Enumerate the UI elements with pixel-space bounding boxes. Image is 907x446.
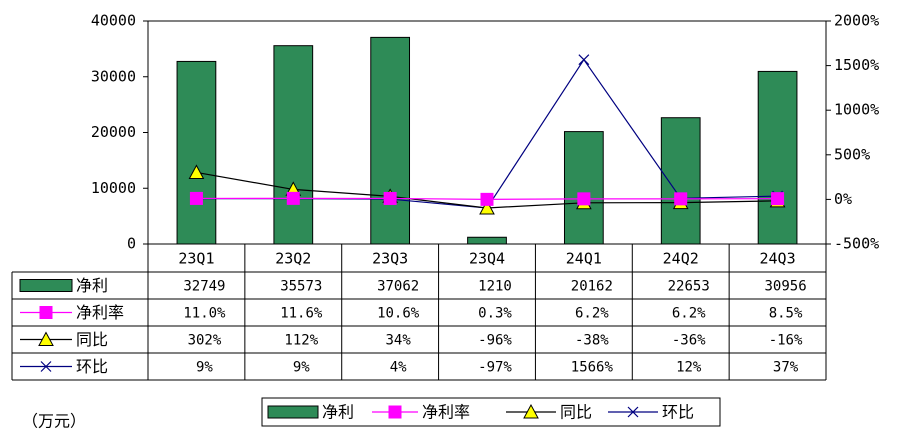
table-cell: -96%	[478, 333, 512, 349]
table-cell: 4%	[390, 360, 407, 376]
table-cell: 1210	[478, 279, 512, 295]
legend-key-marker-环比	[627, 406, 639, 418]
table-key-marker-环比	[40, 361, 52, 372]
legend-key-marker-同比	[523, 403, 539, 419]
bar-23Q4	[467, 236, 507, 245]
bar-23Q1	[176, 60, 217, 245]
table-key-净利	[19, 279, 73, 292]
table-cell: -16%	[769, 333, 803, 349]
right-tick-label: 1000%	[834, 101, 879, 119]
table-cell: 0.3%	[478, 306, 512, 322]
legend-label-净利: 净利	[322, 403, 354, 422]
table-cell: 1566%	[571, 360, 614, 376]
right-tick-label: 500%	[834, 145, 870, 163]
table-row-label-同比: 同比	[76, 330, 108, 349]
table-cell: 9%	[293, 360, 310, 376]
category-label: 23Q4	[469, 250, 505, 268]
category-label: 23Q1	[178, 250, 214, 268]
point-净利率-24Q3	[771, 192, 785, 206]
table-cell: 302%	[188, 333, 222, 349]
left-tick-label: 0	[127, 235, 136, 253]
category-label: 24Q2	[663, 250, 699, 268]
table-cell: 112%	[284, 333, 318, 349]
unit-label: （万元）	[22, 412, 86, 431]
point-环比-24Q1	[578, 54, 590, 66]
left-tick-label: 30000	[91, 67, 136, 85]
table-cell: 37062	[377, 279, 419, 295]
table-cell: 32749	[183, 279, 225, 295]
table-cell: 12%	[676, 360, 702, 376]
table-cell: 6.2%	[672, 306, 706, 322]
point-净利率-24Q2	[674, 192, 688, 206]
category-label: 24Q1	[566, 250, 602, 268]
legend-label-环比: 环比	[662, 403, 694, 422]
table-cell: -36%	[672, 333, 706, 349]
table-cell: 34%	[385, 333, 411, 349]
point-净利率-23Q3	[383, 191, 397, 205]
point-净利率-24Q1	[577, 192, 591, 206]
point-同比-23Q1	[188, 164, 205, 179]
bar-24Q1	[563, 131, 604, 245]
table-key-marker-同比	[38, 331, 54, 346]
table-cell: 35573	[280, 279, 322, 295]
left-tick-label: 20000	[91, 123, 136, 141]
right-tick-label: 0%	[834, 190, 852, 208]
bar-24Q2	[660, 117, 701, 245]
table-cell: 22653	[668, 279, 710, 295]
legend-label-同比: 同比	[560, 403, 592, 422]
table-row-label-净利率: 净利率	[76, 303, 124, 322]
category-label: 23Q3	[372, 250, 408, 268]
bar-23Q3	[370, 36, 411, 245]
legend-label-净利率: 净利率	[422, 403, 470, 422]
table-key-marker-净利率	[39, 306, 53, 319]
table-cell: 8.5%	[769, 306, 803, 322]
table-cell: -38%	[575, 333, 609, 349]
point-净利率-23Q4	[480, 192, 494, 206]
table-cell: 30956	[764, 279, 806, 295]
category-label: 23Q2	[275, 250, 311, 268]
left-tick-label: 40000	[91, 12, 136, 30]
table-cell: 10.6%	[377, 306, 420, 322]
right-tick-label: -500%	[834, 235, 879, 253]
table-cell: 11.6%	[280, 306, 323, 322]
category-label: 24Q3	[760, 250, 796, 268]
table-cell: 6.2%	[575, 306, 609, 322]
table-cell: 37%	[773, 360, 799, 376]
right-tick-label: 1500%	[834, 56, 879, 74]
point-同比-23Q4	[479, 199, 495, 215]
left-tick-label: 10000	[91, 179, 136, 197]
right-tick-label: 2000%	[834, 12, 879, 30]
table-cell: 9%	[196, 360, 213, 376]
table-row-label-净利: 净利	[76, 276, 108, 295]
bar-23Q2	[273, 45, 314, 245]
table-cell: 11.0%	[183, 306, 226, 322]
table-cell: 20162	[571, 279, 613, 295]
legend-key-净利	[267, 405, 319, 419]
bar-24Q3	[757, 70, 798, 245]
table-cell: -97%	[478, 360, 512, 376]
point-净利率-23Q2	[286, 191, 300, 205]
table-row-label-环比: 环比	[76, 357, 108, 376]
point-净利率-23Q1	[189, 191, 203, 205]
legend-key-marker-净利率	[388, 405, 402, 419]
